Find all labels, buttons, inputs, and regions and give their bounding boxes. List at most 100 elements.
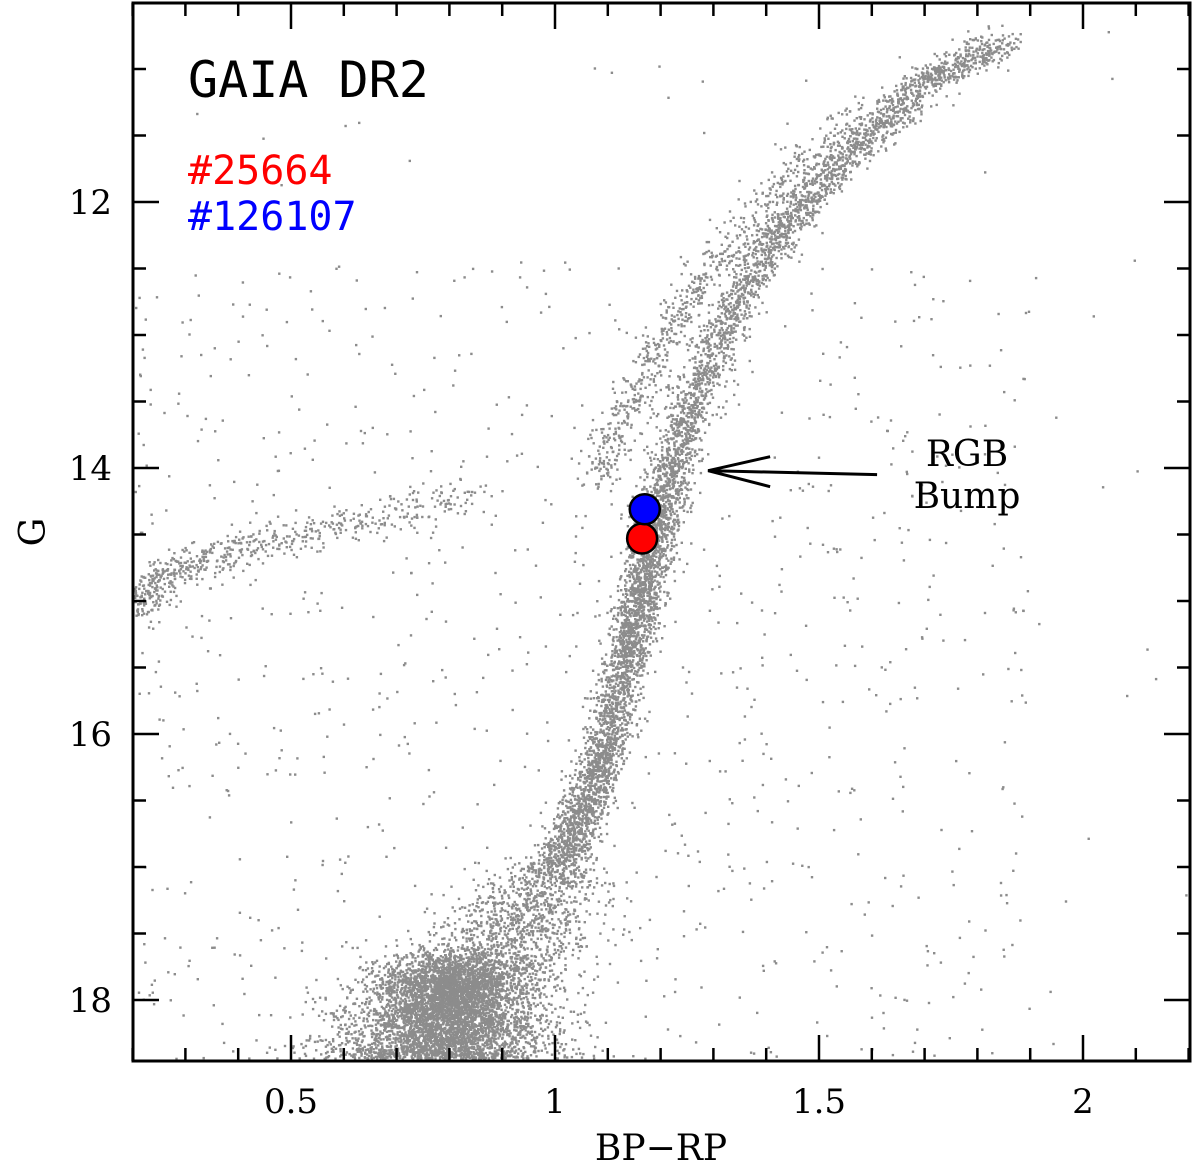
field-star: [465, 914, 468, 917]
field-star: [807, 179, 810, 183]
field-star: [525, 887, 528, 891]
field-star: [798, 208, 801, 211]
field-star: [626, 574, 629, 577]
field-star: [351, 1047, 355, 1050]
field-star: [830, 180, 833, 184]
field-star: [564, 881, 567, 884]
field-star: [918, 99, 922, 103]
field-star: [648, 918, 652, 922]
field-star: [385, 1044, 389, 1048]
field-star: [650, 561, 653, 564]
field-star: [358, 1033, 361, 1036]
field-star: [812, 207, 815, 210]
field-star: [411, 943, 414, 946]
field-star: [749, 292, 752, 295]
field-star: [355, 1038, 358, 1042]
field-star: [972, 53, 975, 57]
field-star: [345, 941, 348, 944]
field-star: [597, 775, 600, 779]
field-star: [525, 969, 528, 973]
field-star: [526, 894, 529, 897]
field-star: [655, 602, 658, 605]
field-star: [558, 816, 561, 820]
field-star: [986, 45, 989, 49]
field-star: [851, 140, 854, 143]
field-star: [753, 275, 757, 278]
field-star: [366, 1020, 369, 1023]
field-star: [463, 906, 467, 909]
field-star: [952, 68, 955, 71]
field-star: [868, 138, 872, 141]
field-star: [638, 657, 642, 660]
field-star: [673, 522, 676, 525]
field-star: [659, 498, 662, 501]
field-star: [894, 131, 897, 134]
field-star: [644, 601, 647, 604]
field-star: [605, 676, 609, 679]
field-star: [551, 912, 554, 915]
field-star: [967, 42, 970, 46]
field-star: [777, 223, 780, 227]
field-star: [652, 468, 656, 472]
field-star: [620, 663, 623, 666]
field-star: [399, 1054, 402, 1058]
field-star: [766, 233, 769, 236]
field-star: [574, 881, 577, 884]
field-star: [628, 682, 632, 686]
field-star: [473, 1055, 476, 1059]
field-star: [361, 1008, 364, 1011]
field-star: [607, 812, 610, 815]
field-star: [478, 941, 481, 944]
field-star: [410, 1055, 413, 1058]
field-star: [553, 948, 557, 951]
field-star: [551, 875, 554, 879]
field-star: [664, 523, 667, 526]
field-star: [681, 445, 685, 449]
field-star: [476, 901, 479, 905]
field-star: [664, 496, 668, 499]
field-star: [614, 682, 618, 685]
field-star: [639, 570, 643, 573]
field-star: [644, 647, 647, 650]
field-star: [550, 850, 553, 853]
field-star: [510, 938, 513, 942]
field-star: [594, 827, 597, 831]
field-star: [492, 884, 496, 887]
field-star: [573, 908, 576, 911]
field-star: [492, 921, 495, 924]
field-star: [740, 268, 743, 272]
field-star: [912, 94, 915, 97]
field-star: [669, 369, 672, 372]
field-star: [597, 699, 600, 703]
field-star: [610, 555, 613, 558]
field-star: [570, 1055, 574, 1059]
field-star: [624, 614, 627, 617]
field-star: [880, 118, 883, 121]
field-star: [805, 200, 808, 203]
field-star: [350, 1022, 353, 1026]
field-star: [608, 750, 611, 753]
field-star: [656, 580, 659, 583]
field-star: [413, 1024, 416, 1027]
field-star: [627, 634, 631, 637]
field-star: [967, 59, 971, 63]
field-star: [650, 617, 653, 620]
field-star: [531, 962, 535, 965]
field-star: [584, 830, 587, 833]
field-star: [604, 904, 608, 907]
field-star: [502, 1050, 505, 1053]
field-star: [598, 614, 601, 617]
field-star: [674, 500, 677, 504]
field-star: [674, 454, 677, 457]
field-star: [501, 1026, 504, 1030]
field-star: [560, 903, 563, 906]
field-star: [799, 208, 803, 212]
field-star: [736, 316, 740, 320]
field-star: [475, 922, 478, 925]
field-star: [965, 41, 969, 44]
field-star: [632, 666, 636, 670]
field-star: [748, 314, 751, 318]
field-star: [394, 978, 397, 981]
field-star: [935, 72, 938, 75]
field-star: [809, 182, 812, 186]
